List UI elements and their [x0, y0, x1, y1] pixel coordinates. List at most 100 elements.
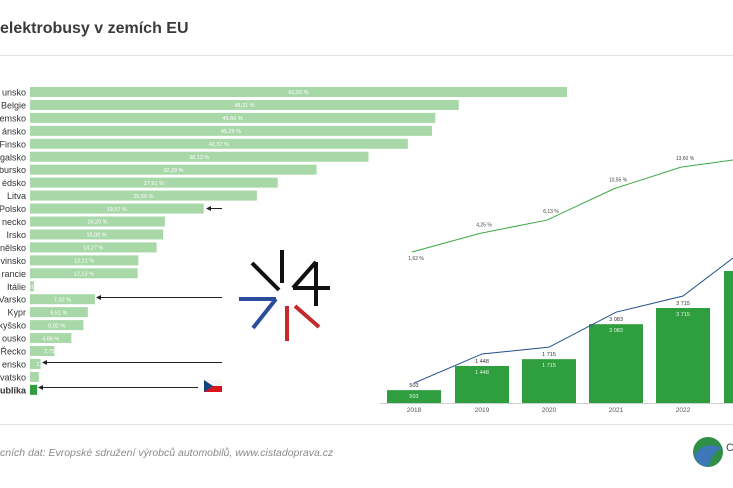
hbar-value-9: 19,57 %: [107, 207, 127, 213]
blue-line: [413, 257, 733, 384]
hbar-value-18: 6,02 %: [48, 323, 65, 329]
hbar-category-23: ublika: [0, 385, 27, 395]
hbar-category-6: bursko: [0, 165, 26, 175]
hbar-11: [30, 229, 164, 240]
hbar-category-13: vinsko: [0, 256, 26, 266]
vbar-year-1: 2019: [475, 407, 490, 414]
vbar-inner-value-2: 1 715: [542, 363, 556, 369]
hbar-category-7: édsko: [2, 178, 26, 188]
hbar-category-8: Litva: [7, 191, 26, 201]
hbar-19: [30, 333, 72, 344]
green-line: [411, 159, 733, 253]
hbar-category-21: ensko: [2, 359, 26, 369]
hbar-value-13: 12,21 %: [74, 259, 94, 265]
hbar-value-1: 48,31 %: [234, 103, 254, 109]
hbar-category-2: emsko: [0, 113, 26, 123]
annual-bar-chart: 503 503 2018 1 448 1 448 2019 1 715 1 715 2020 3 …: [380, 271, 733, 414]
hbar-value-17: 6,51 %: [50, 310, 67, 316]
title-divider: [0, 55, 733, 56]
hbar-8: [30, 190, 257, 201]
vbar-4: [656, 308, 710, 403]
hbar-4: [30, 138, 408, 149]
hbar-15: [30, 281, 34, 292]
highlight-arrows: [38, 206, 222, 390]
hbar-category-9: Polsko: [0, 204, 26, 214]
share-line-chart: 1,62 % 4,25 % 6,13 % 10,55 % 13,60 %: [408, 156, 733, 384]
vbar-year-3: 2021: [609, 407, 624, 414]
hbar-2: [30, 112, 436, 123]
hbar-6: [30, 164, 317, 175]
hbar-value-6: 32,29 %: [163, 168, 183, 174]
vbar-value-4: 3 715: [676, 301, 690, 307]
hbar-value-8: 25,56 %: [133, 194, 153, 200]
v4-logo: [239, 250, 330, 341]
hbar-category-5: galsko: [0, 152, 26, 162]
hbar-10: [30, 216, 165, 227]
hbar-category-14: rancie: [1, 269, 26, 279]
hbar-value-2: 45,66 %: [223, 116, 243, 122]
hbar-category-22: vatsko: [0, 372, 26, 382]
hbar-category-18: kyšsko: [0, 321, 26, 331]
hbar-value-3: 45,29 %: [221, 129, 241, 135]
hbar-category-16: Varsko: [0, 295, 26, 305]
hbar-value-11: 15,00 %: [86, 233, 106, 239]
hbar-category-0: unsko: [2, 88, 26, 98]
vbar-value-1: 1 448: [475, 359, 489, 365]
vbar-1: [455, 365, 509, 403]
hbar-12: [30, 242, 157, 253]
line-label-0: 1,62 %: [408, 256, 424, 262]
hbar-value-15: 0,01 %: [23, 284, 40, 290]
vbar-cropped: [724, 271, 733, 403]
vbar-value-2: 1 715: [542, 352, 556, 358]
line-label-1: 4,25 %: [476, 222, 492, 228]
vbar-value-0: 503: [409, 383, 418, 389]
chart-title: elektrobusy v zemích EU: [0, 20, 189, 37]
hbar-value-19: 4,66 %: [42, 336, 59, 342]
hbar-13: [30, 255, 139, 266]
hbar-value-20: 2,75 %: [44, 349, 61, 355]
vbar-2: [522, 359, 576, 403]
hbar-1: [30, 99, 459, 110]
hbar-value-5: 38,13 %: [189, 155, 209, 161]
hbar-14: [30, 268, 138, 279]
vbar-value-3: 3 083: [609, 317, 623, 323]
source-note: cních dat: Evropské sdružení výrobců aut…: [0, 447, 334, 459]
vbar-0: [387, 390, 441, 403]
logo-text: C D: [726, 442, 733, 454]
hbar-value-10: 15,20 %: [87, 220, 107, 226]
hbar-category-11: Irsko: [6, 230, 26, 240]
hbar-22: [30, 371, 39, 382]
hbar-value-14: 12,13 %: [74, 272, 94, 278]
czech-flag-icon: [204, 380, 222, 392]
hbar-23: [30, 384, 38, 395]
vbar-year-0: 2018: [407, 407, 422, 414]
hbar-category-1: Belgie: [1, 100, 26, 110]
hbar-7: [30, 177, 278, 188]
hbar-category-10: necko: [2, 217, 26, 227]
hbar-category-20: Řecko: [0, 347, 26, 357]
horizontal-bar-chart: unsko 60,50 % Belgie 48,31 % emsko 45,66 % áns…: [0, 87, 567, 395]
hbar-18: [30, 320, 84, 331]
hbar-5: [30, 151, 369, 162]
hbar-value-4: 42,57 %: [209, 142, 229, 148]
hbar-category-17: Kypr: [7, 308, 26, 318]
hbar-3: [30, 125, 432, 136]
hbar-value-21: 1,: [36, 362, 41, 368]
line-label-4: 13,60 %: [676, 156, 695, 162]
footer-divider: [0, 424, 733, 425]
line-label-3: 10,55 %: [609, 178, 628, 184]
cistadoprava-logo: C D: [693, 437, 733, 467]
vbar-inner-value-3: 3 083: [609, 328, 623, 334]
hbar-21: [30, 358, 41, 369]
vbar-year-4: 2022: [676, 407, 691, 414]
hbar-value-16: 7,32 %: [54, 297, 71, 303]
hbar-category-12: nělsko: [0, 243, 26, 253]
hbar-20: [30, 346, 55, 356]
vbar-year-2: 2020: [542, 407, 557, 414]
hbar-0: [30, 87, 567, 97]
hbar-category-19: ousko: [2, 334, 26, 344]
hbar-9: [30, 203, 204, 214]
hbar-17: [30, 307, 88, 318]
vbar-inner-value-0: 503: [409, 394, 418, 400]
